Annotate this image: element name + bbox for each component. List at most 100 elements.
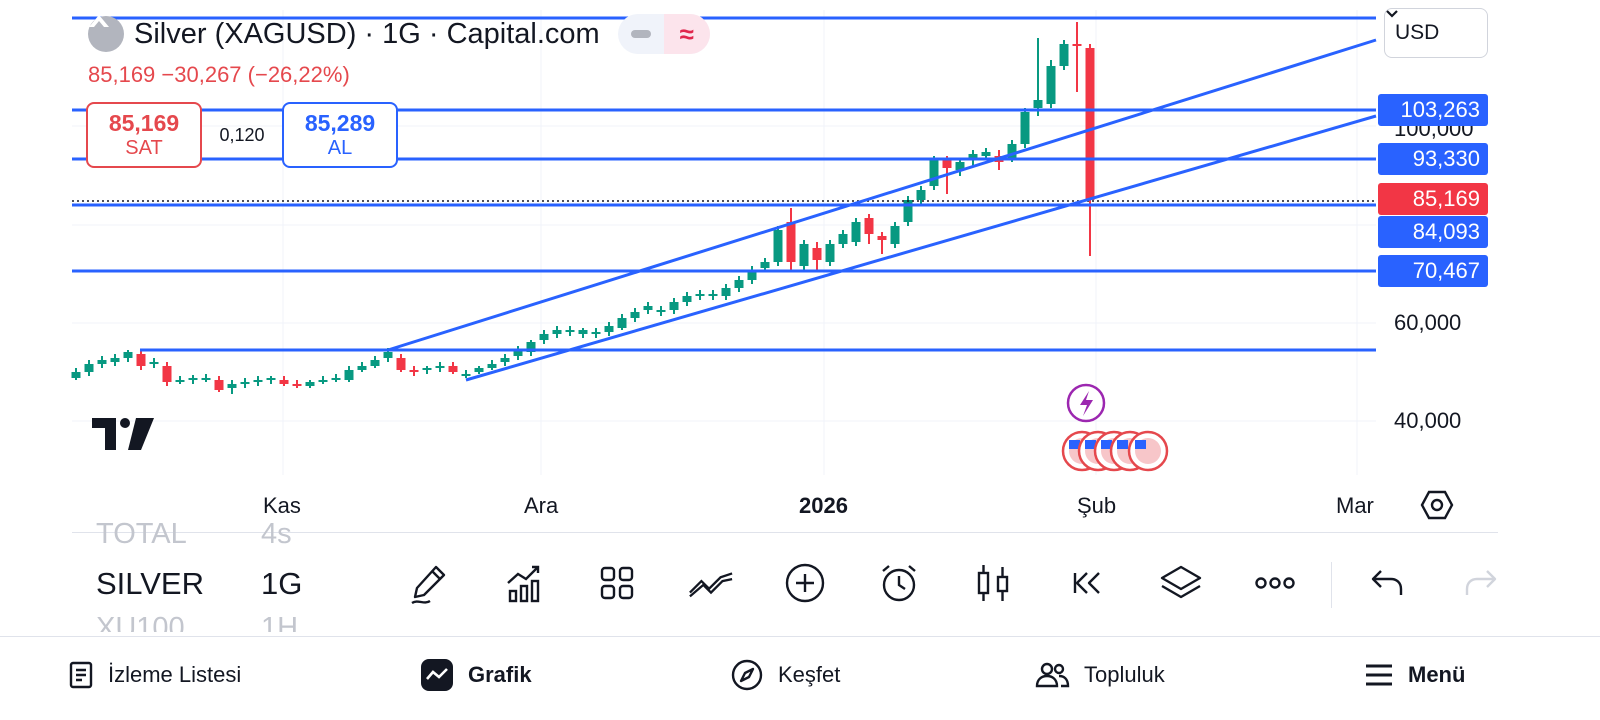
price-tag: 93,330 — [1378, 143, 1488, 175]
candle-body — [97, 360, 107, 364]
replay-icon[interactable] — [1064, 560, 1110, 606]
layout-grid-icon[interactable] — [594, 560, 640, 606]
candle-body — [240, 382, 250, 384]
candle-body — [812, 248, 822, 260]
settings-hex-icon[interactable] — [1420, 488, 1454, 522]
buy-button[interactable]: 85,289 AL — [282, 102, 398, 168]
candle-body — [630, 312, 640, 318]
symbol-row[interactable]: TOTAL 4s — [96, 520, 292, 551]
sell-button[interactable]: 85,169 SAT — [86, 102, 202, 168]
bottom-navigation: İzleme Listesi Grafik Keşfet Topluluk Me… — [0, 636, 1600, 720]
candle-body — [318, 380, 328, 382]
candle-body — [253, 380, 263, 382]
candle-body — [734, 280, 744, 288]
wave-icon[interactable]: ≈ — [663, 14, 710, 54]
watchlist-icon — [69, 661, 93, 689]
candle-body — [487, 364, 497, 368]
candle-body — [578, 330, 588, 334]
nav-watchlist[interactable]: İzleme Listesi — [68, 655, 241, 695]
symbol-row-active[interactable]: SILVER 1G — [96, 566, 302, 602]
price-tick: 60,000 — [1394, 310, 1462, 335]
chevron-down-icon — [1386, 10, 1398, 18]
candle-body — [292, 384, 302, 386]
more-icon[interactable] — [1252, 560, 1298, 606]
candle-body — [84, 364, 94, 372]
candle-body — [942, 160, 952, 168]
candle-body — [266, 378, 276, 380]
drawing-trend-icon[interactable] — [688, 560, 734, 606]
nav-chart-label: Grafik — [468, 662, 532, 687]
candle-body — [981, 152, 991, 156]
nav-menu[interactable]: Menü — [1364, 655, 1465, 695]
candle-body — [513, 350, 523, 356]
candle-body — [1072, 44, 1082, 46]
compass-icon — [731, 659, 763, 691]
candle-body — [708, 294, 718, 296]
candle-body — [227, 384, 237, 388]
us-flag-canton — [1135, 440, 1146, 449]
redo-icon[interactable] — [1458, 560, 1504, 606]
symbol-name: TOTAL — [96, 520, 187, 550]
channel-lower-line — [465, 114, 1377, 382]
candle-body — [149, 362, 159, 364]
symbol-logo-icon — [88, 15, 124, 52]
time-label: Kas — [263, 493, 301, 518]
alarm-clock-icon[interactable] — [876, 560, 922, 606]
candle-body — [435, 366, 445, 368]
sell-label: SAT — [125, 137, 163, 159]
candle-body — [799, 244, 809, 266]
currency-value: USD — [1395, 21, 1440, 44]
candle-body — [461, 374, 471, 376]
symbol-wheel[interactable]: TOTAL 4s SILVER 1G XU100 1H — [96, 520, 336, 632]
candle-body — [123, 352, 133, 358]
candle-body — [695, 294, 705, 296]
candle-body — [370, 360, 380, 366]
pencil-icon[interactable] — [407, 560, 453, 606]
candle-body — [305, 382, 315, 386]
spread-value: 0,120 — [219, 124, 265, 145]
nav-explore[interactable]: Keşfet — [730, 655, 840, 695]
symbol-header[interactable]: Silver (XAGUSD) · 1G · Capital.com ≈ — [88, 14, 710, 54]
nav-chart[interactable]: Grafik — [420, 655, 532, 695]
chart-area[interactable]: Silver (XAGUSD) · 1G · Capital.com ≈ 85,… — [0, 0, 1600, 535]
candles-icon[interactable] — [970, 560, 1016, 606]
trade-panel: 85,169 SAT 0,120 85,289 AL — [86, 102, 398, 168]
candle-body — [526, 342, 536, 352]
symbol-row[interactable]: XU100 1H — [96, 612, 298, 632]
display-mode-toggle[interactable]: ≈ — [617, 14, 710, 54]
candle-body — [71, 372, 81, 378]
undo-icon[interactable] — [1364, 560, 1410, 606]
sell-price: 85,169 — [108, 110, 180, 136]
candle-body — [669, 302, 679, 310]
candle-body — [786, 222, 796, 262]
chart-icon — [421, 659, 453, 691]
time-label: Ara — [524, 493, 559, 518]
us-flag-canton — [1101, 440, 1112, 449]
currency-select[interactable]: USD — [1384, 8, 1488, 58]
time-label: Mar — [1336, 493, 1374, 518]
candle-body — [1046, 66, 1056, 104]
price-chart[interactable] — [0, 0, 1600, 535]
indicators-icon[interactable] — [501, 560, 547, 606]
candle-body — [864, 218, 874, 234]
candle-body — [955, 162, 965, 170]
nav-explore-label: Keşfet — [778, 662, 841, 687]
symbol-title[interactable]: Silver (XAGUSD) · 1G · Capital.com — [134, 17, 600, 50]
time-label: Şub — [1077, 493, 1117, 518]
candle-body — [279, 380, 289, 384]
layers-icon[interactable] — [1158, 560, 1204, 606]
candle-body — [110, 358, 120, 362]
candle-body — [773, 230, 783, 262]
lightning-bolt-icon — [1080, 391, 1093, 416]
candle-body — [448, 366, 458, 372]
minus-icon[interactable] — [618, 14, 664, 54]
candle-body — [162, 366, 172, 382]
candle-body — [643, 306, 653, 310]
candle-body — [552, 330, 562, 334]
add-circle-icon[interactable] — [782, 560, 828, 606]
candle-body — [474, 368, 484, 372]
candle-body — [565, 330, 575, 332]
us-flag-canton — [1085, 440, 1096, 449]
nav-community[interactable]: Topluluk — [1034, 655, 1165, 695]
candle-body — [396, 358, 406, 370]
